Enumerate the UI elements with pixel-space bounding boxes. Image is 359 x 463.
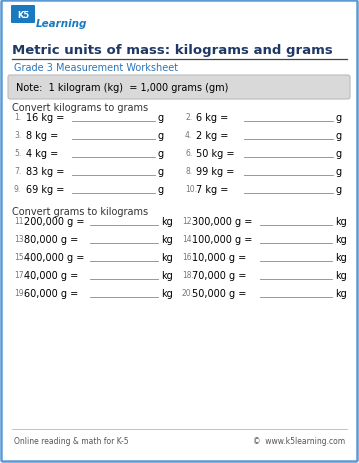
Text: 13.: 13. xyxy=(14,235,26,244)
Text: 20.: 20. xyxy=(182,289,194,298)
Text: 80,000 g =: 80,000 g = xyxy=(24,234,78,244)
Text: kg: kg xyxy=(335,270,347,281)
Text: g: g xyxy=(158,131,164,141)
Text: g: g xyxy=(336,149,342,159)
Text: ©  www.k5learning.com: © www.k5learning.com xyxy=(253,437,345,445)
Text: kg: kg xyxy=(335,252,347,263)
Text: g: g xyxy=(158,149,164,159)
Text: 19.: 19. xyxy=(14,289,26,298)
Text: 10,000 g =: 10,000 g = xyxy=(192,252,246,263)
Text: Note:  1 kilogram (kg)  = 1,000 grams (gm): Note: 1 kilogram (kg) = 1,000 grams (gm) xyxy=(16,83,228,93)
Text: g: g xyxy=(336,113,342,123)
Text: g: g xyxy=(336,167,342,176)
Text: 300,000 g =: 300,000 g = xyxy=(192,217,252,226)
Text: kg: kg xyxy=(335,234,347,244)
Text: Learning: Learning xyxy=(36,19,87,29)
Text: kg: kg xyxy=(161,252,173,263)
Text: 6 kg =: 6 kg = xyxy=(196,113,228,123)
Text: 15.: 15. xyxy=(14,253,26,262)
Text: 50,000 g =: 50,000 g = xyxy=(192,288,246,298)
Text: g: g xyxy=(158,185,164,194)
Text: 16 kg =: 16 kg = xyxy=(26,113,64,123)
Text: Online reading & math for K-5: Online reading & math for K-5 xyxy=(14,437,129,445)
Text: kg: kg xyxy=(161,270,173,281)
Text: 200,000 g =: 200,000 g = xyxy=(24,217,84,226)
Text: 11.: 11. xyxy=(14,217,26,226)
Text: kg: kg xyxy=(335,217,347,226)
Text: 4.: 4. xyxy=(185,131,192,140)
Text: 10.: 10. xyxy=(185,185,197,194)
Text: 17.: 17. xyxy=(14,271,26,280)
Text: g: g xyxy=(158,167,164,176)
Text: kg: kg xyxy=(161,288,173,298)
Text: 2.: 2. xyxy=(185,113,192,122)
Text: 8 kg =: 8 kg = xyxy=(26,131,58,141)
Text: 400,000 g =: 400,000 g = xyxy=(24,252,84,263)
Text: kg: kg xyxy=(161,234,173,244)
Text: 70,000 g =: 70,000 g = xyxy=(192,270,246,281)
Text: 9.: 9. xyxy=(14,185,21,194)
Text: 5.: 5. xyxy=(14,149,21,158)
Text: 40,000 g =: 40,000 g = xyxy=(24,270,78,281)
Text: g: g xyxy=(158,113,164,123)
Text: kg: kg xyxy=(335,288,347,298)
FancyBboxPatch shape xyxy=(11,6,35,24)
Text: 12.: 12. xyxy=(182,217,194,226)
Text: 99 kg =: 99 kg = xyxy=(196,167,234,176)
Text: Convert grams to kilograms: Convert grams to kilograms xyxy=(12,206,148,217)
Text: 100,000 g =: 100,000 g = xyxy=(192,234,252,244)
Text: 69 kg =: 69 kg = xyxy=(26,185,64,194)
FancyBboxPatch shape xyxy=(8,76,350,100)
Text: 50 kg =: 50 kg = xyxy=(196,149,234,159)
Text: 18.: 18. xyxy=(182,271,194,280)
Text: 83 kg =: 83 kg = xyxy=(26,167,64,176)
Text: 4 kg =: 4 kg = xyxy=(26,149,58,159)
Text: 14.: 14. xyxy=(182,235,194,244)
Text: g: g xyxy=(336,185,342,194)
Text: 3.: 3. xyxy=(14,131,21,140)
Text: 8.: 8. xyxy=(185,167,192,176)
Text: 7.: 7. xyxy=(14,167,21,176)
Text: 1.: 1. xyxy=(14,113,21,122)
Text: 2 kg =: 2 kg = xyxy=(196,131,228,141)
Text: 7 kg =: 7 kg = xyxy=(196,185,228,194)
Text: g: g xyxy=(336,131,342,141)
Text: 60,000 g =: 60,000 g = xyxy=(24,288,78,298)
Text: K5: K5 xyxy=(17,11,29,19)
Text: Metric units of mass: kilograms and grams: Metric units of mass: kilograms and gram… xyxy=(12,44,333,57)
Text: 6.: 6. xyxy=(185,149,192,158)
Text: kg: kg xyxy=(161,217,173,226)
Text: 16.: 16. xyxy=(182,253,194,262)
Text: Grade 3 Measurement Worksheet: Grade 3 Measurement Worksheet xyxy=(14,63,178,73)
Text: Convert kilograms to grams: Convert kilograms to grams xyxy=(12,103,148,113)
